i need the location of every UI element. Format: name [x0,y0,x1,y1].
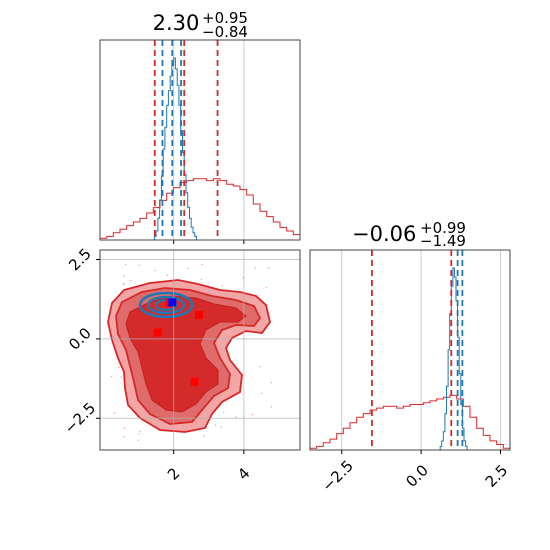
scatter-point [223,411,225,414]
scatter-point [166,274,169,276]
red-marker [153,328,162,337]
scatter-point [117,366,120,368]
panel-hist-x: 2.30 +0.95 −0.84 [99,9,301,244]
scatter-point [214,424,217,426]
hist-y-blue-series [439,267,468,450]
y-tick-label: 2.5 [65,245,95,275]
panel-hist-x-border [99,39,301,241]
hist-y-red-series [309,394,511,450]
scatter-point [154,269,157,272]
y-tick-label: 0.0 [65,324,95,354]
scatter-point [203,435,205,437]
scatter-point [122,283,125,285]
x-tick-label: −2.5 [318,457,356,495]
blue-marker [168,298,177,307]
joint-markers [153,298,203,386]
scatter-point [120,376,123,378]
scatter-point [123,275,125,277]
scatter-point [137,439,139,441]
hist-y-title-value: −0.06 [352,222,416,246]
hist-y-quantile-lines [371,250,464,450]
panel-hist-x-frame [99,39,301,241]
panel-joint-border [99,249,301,451]
joint-y-ticks: 2.5 0.0 −2.5 [61,245,100,438]
scatter-point [124,263,127,266]
panel-joint-grid [100,250,300,450]
joint-red-contour-core [125,295,247,413]
red-marker [190,377,199,386]
hist-y-title-lower: −1.49 [420,232,466,250]
scatter-point [187,267,189,270]
hist-x-red-series [99,178,301,240]
scatter-point [111,375,113,378]
scatter-point [254,267,256,269]
x-tick-label: 2.5 [482,461,512,491]
scatter-point [268,267,270,269]
scatter-point [130,280,132,282]
scatter-point [265,286,268,289]
scatter-point [220,426,222,428]
scatter-point [259,365,261,368]
x-tick-label: 2 [164,464,183,483]
hist-x-title-value: 2.30 [153,11,200,35]
panel-hist-x-grid [173,40,245,240]
hist-x-title-upper: +0.95 [202,9,248,27]
scatter-point [200,278,203,281]
panel-hist-y-border [309,249,511,451]
hist-x-title-lower: −0.84 [202,23,248,41]
y-tick-label: −2.5 [61,399,99,437]
hist-x-blue-series [153,57,197,240]
joint-blue-contour-outer [138,291,194,319]
scatter-point [113,412,116,414]
scatter-point [270,406,273,408]
hist-x-title: 2.30 [153,11,200,35]
panel-hist-y-frame [310,250,510,450]
hist-y-x-ticks: −2.5 0.0 2.5 [318,450,511,495]
x-tick-label: 0.0 [402,461,432,491]
scatter-point [260,392,263,395]
scatter-point [139,430,141,433]
red-marker [194,311,203,320]
scatter-point [221,285,223,287]
scatter-point [251,413,254,416]
joint-blue-contour-mid [146,295,186,315]
x-tick-label: 4 [234,464,253,483]
hist-x-quantile-lines [153,40,245,244]
scatter-point [270,382,273,384]
panel-hist-y: −2.5 0.0 2.5 −0.06 +0.99 −1.49 [309,219,511,495]
scatter-point [123,427,126,429]
scatter-point [138,264,140,266]
scatter-point [201,263,203,266]
hist-y-title-upper: +0.99 [420,219,466,237]
scatter-point [138,433,140,435]
scatter-point [123,436,126,438]
panel-hist-y-grid [341,250,501,450]
scatter-point [235,416,237,418]
